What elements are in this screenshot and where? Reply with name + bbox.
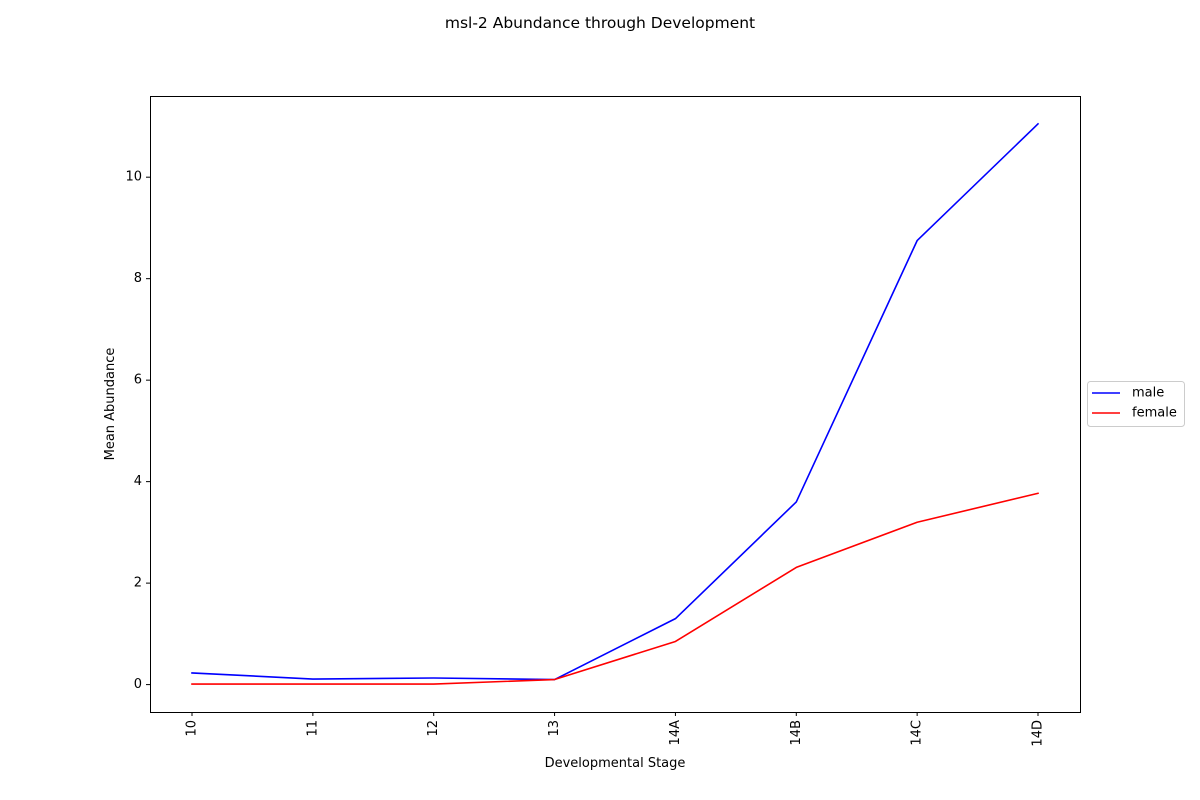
y-tick-label: 0 [134, 677, 142, 692]
x-tick-label: 10 [185, 720, 200, 737]
x-axis-label: Developmental Stage [545, 756, 686, 771]
y-tick-label: 6 [134, 373, 142, 388]
x-tick-label: 12 [426, 720, 441, 737]
y-axis-label: Mean Abundance [103, 348, 118, 461]
x-tick-label: 14B [789, 720, 804, 745]
legend-label-female: female [1132, 406, 1177, 421]
plot-frame [150, 96, 1081, 713]
plot-lines [191, 122, 1040, 685]
series-line-female [191, 492, 1039, 685]
x-axis-ticks: 10 11 12 13 14A 14B 14C 14D [185, 712, 1046, 747]
y-axis-ticks: 0 2 4 6 8 10 [125, 170, 150, 692]
legend-label-male: male [1132, 386, 1164, 401]
x-tick-label: 14C [910, 720, 925, 746]
x-tick-label: 11 [305, 720, 320, 737]
legend: male female [1087, 381, 1185, 427]
x-tick-label: 14A [668, 720, 683, 746]
chart-title: msl-2 Abundance through Development [445, 14, 755, 32]
y-tick-label: 8 [134, 271, 142, 286]
series-line-male [191, 122, 1040, 681]
y-tick-label: 4 [134, 474, 142, 489]
y-tick-label: 2 [134, 576, 142, 591]
x-tick-label: 14D [1031, 720, 1046, 747]
x-tick-label: 13 [547, 720, 562, 737]
y-tick-label: 10 [125, 170, 142, 185]
